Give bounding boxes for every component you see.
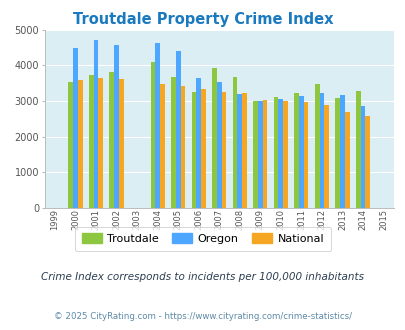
Bar bbox=[94, 40, 98, 208]
Bar bbox=[119, 79, 124, 208]
Bar bbox=[89, 75, 94, 208]
Bar bbox=[175, 51, 180, 208]
Bar bbox=[155, 43, 160, 208]
Text: Crime Index corresponds to incidents per 100,000 inhabitants: Crime Index corresponds to incidents per… bbox=[41, 272, 364, 282]
Bar bbox=[237, 94, 241, 208]
Bar bbox=[150, 62, 155, 208]
Bar bbox=[314, 84, 319, 208]
Bar bbox=[344, 112, 349, 208]
Bar bbox=[257, 101, 262, 208]
Bar bbox=[339, 95, 344, 208]
Bar bbox=[171, 77, 175, 208]
Bar bbox=[191, 92, 196, 208]
Bar bbox=[216, 82, 221, 208]
Bar bbox=[355, 91, 360, 208]
Bar bbox=[298, 96, 303, 208]
Bar bbox=[73, 48, 78, 208]
Bar bbox=[283, 101, 287, 208]
Bar bbox=[335, 98, 339, 208]
Bar bbox=[221, 92, 226, 208]
Bar bbox=[319, 93, 324, 208]
Bar bbox=[262, 100, 267, 208]
Bar bbox=[200, 89, 205, 208]
Bar bbox=[303, 102, 308, 208]
Bar bbox=[360, 106, 364, 208]
Legend: Troutdale, Oregon, National: Troutdale, Oregon, National bbox=[75, 227, 330, 251]
Bar bbox=[278, 99, 283, 208]
Bar bbox=[294, 93, 298, 208]
Bar bbox=[160, 84, 164, 208]
Bar bbox=[253, 101, 257, 208]
Bar bbox=[109, 72, 114, 208]
Bar bbox=[68, 82, 73, 208]
Bar bbox=[196, 78, 200, 208]
Bar bbox=[232, 77, 237, 208]
Bar bbox=[78, 80, 82, 208]
Bar bbox=[273, 97, 278, 208]
Bar bbox=[98, 78, 103, 208]
Bar bbox=[241, 93, 246, 208]
Text: Troutdale Property Crime Index: Troutdale Property Crime Index bbox=[72, 12, 333, 26]
Bar bbox=[324, 105, 328, 208]
Text: © 2025 CityRating.com - https://www.cityrating.com/crime-statistics/: © 2025 CityRating.com - https://www.city… bbox=[54, 312, 351, 321]
Bar bbox=[180, 86, 185, 208]
Bar bbox=[364, 116, 369, 208]
Bar bbox=[212, 68, 216, 208]
Bar bbox=[114, 45, 119, 208]
